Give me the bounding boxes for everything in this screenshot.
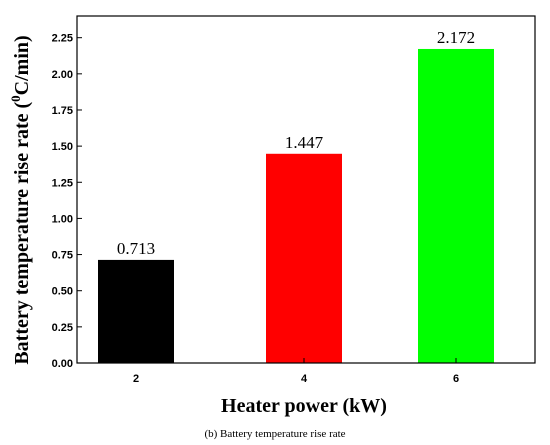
y-tick-label: 0.75 xyxy=(52,250,73,262)
y-tick-label: 0.00 xyxy=(52,358,73,370)
y-axis-title-main: Battery temperature rise rate ( xyxy=(11,102,33,365)
x-tick-label: 6 xyxy=(453,373,459,385)
x-tick-label: 2 xyxy=(133,373,139,385)
data-label-6: 2.172 xyxy=(437,28,475,47)
y-tick-label: 1.00 xyxy=(52,213,73,225)
y-axis-title-unit: C/min) xyxy=(11,35,33,95)
x-tick-label: 4 xyxy=(301,373,308,385)
y-tick-label: 0.25 xyxy=(52,322,73,334)
y-tick-label: 1.75 xyxy=(52,105,73,117)
y-axis-title-superscript: 0 xyxy=(8,95,23,102)
plot-frame xyxy=(76,15,536,364)
x-axis-title: Heater power (kW) xyxy=(221,395,387,417)
y-tick-label: 1.50 xyxy=(52,141,73,153)
figure-caption: (b) Battery temperature rise rate xyxy=(204,428,345,440)
data-label-4: 1.447 xyxy=(285,133,324,152)
y-tick-label: 2.25 xyxy=(52,33,73,45)
data-label-2: 0.713 xyxy=(117,239,155,258)
bar-6 xyxy=(418,48,494,364)
bar-2 xyxy=(98,259,174,363)
y-tick-label: 0.50 xyxy=(52,286,73,298)
bar-4 xyxy=(266,153,342,363)
y-tick-label: 1.25 xyxy=(52,177,73,189)
y-tick-label: 2.00 xyxy=(52,69,73,81)
y-axis-title: Battery temperature rise rate (0C/min) xyxy=(8,35,33,364)
